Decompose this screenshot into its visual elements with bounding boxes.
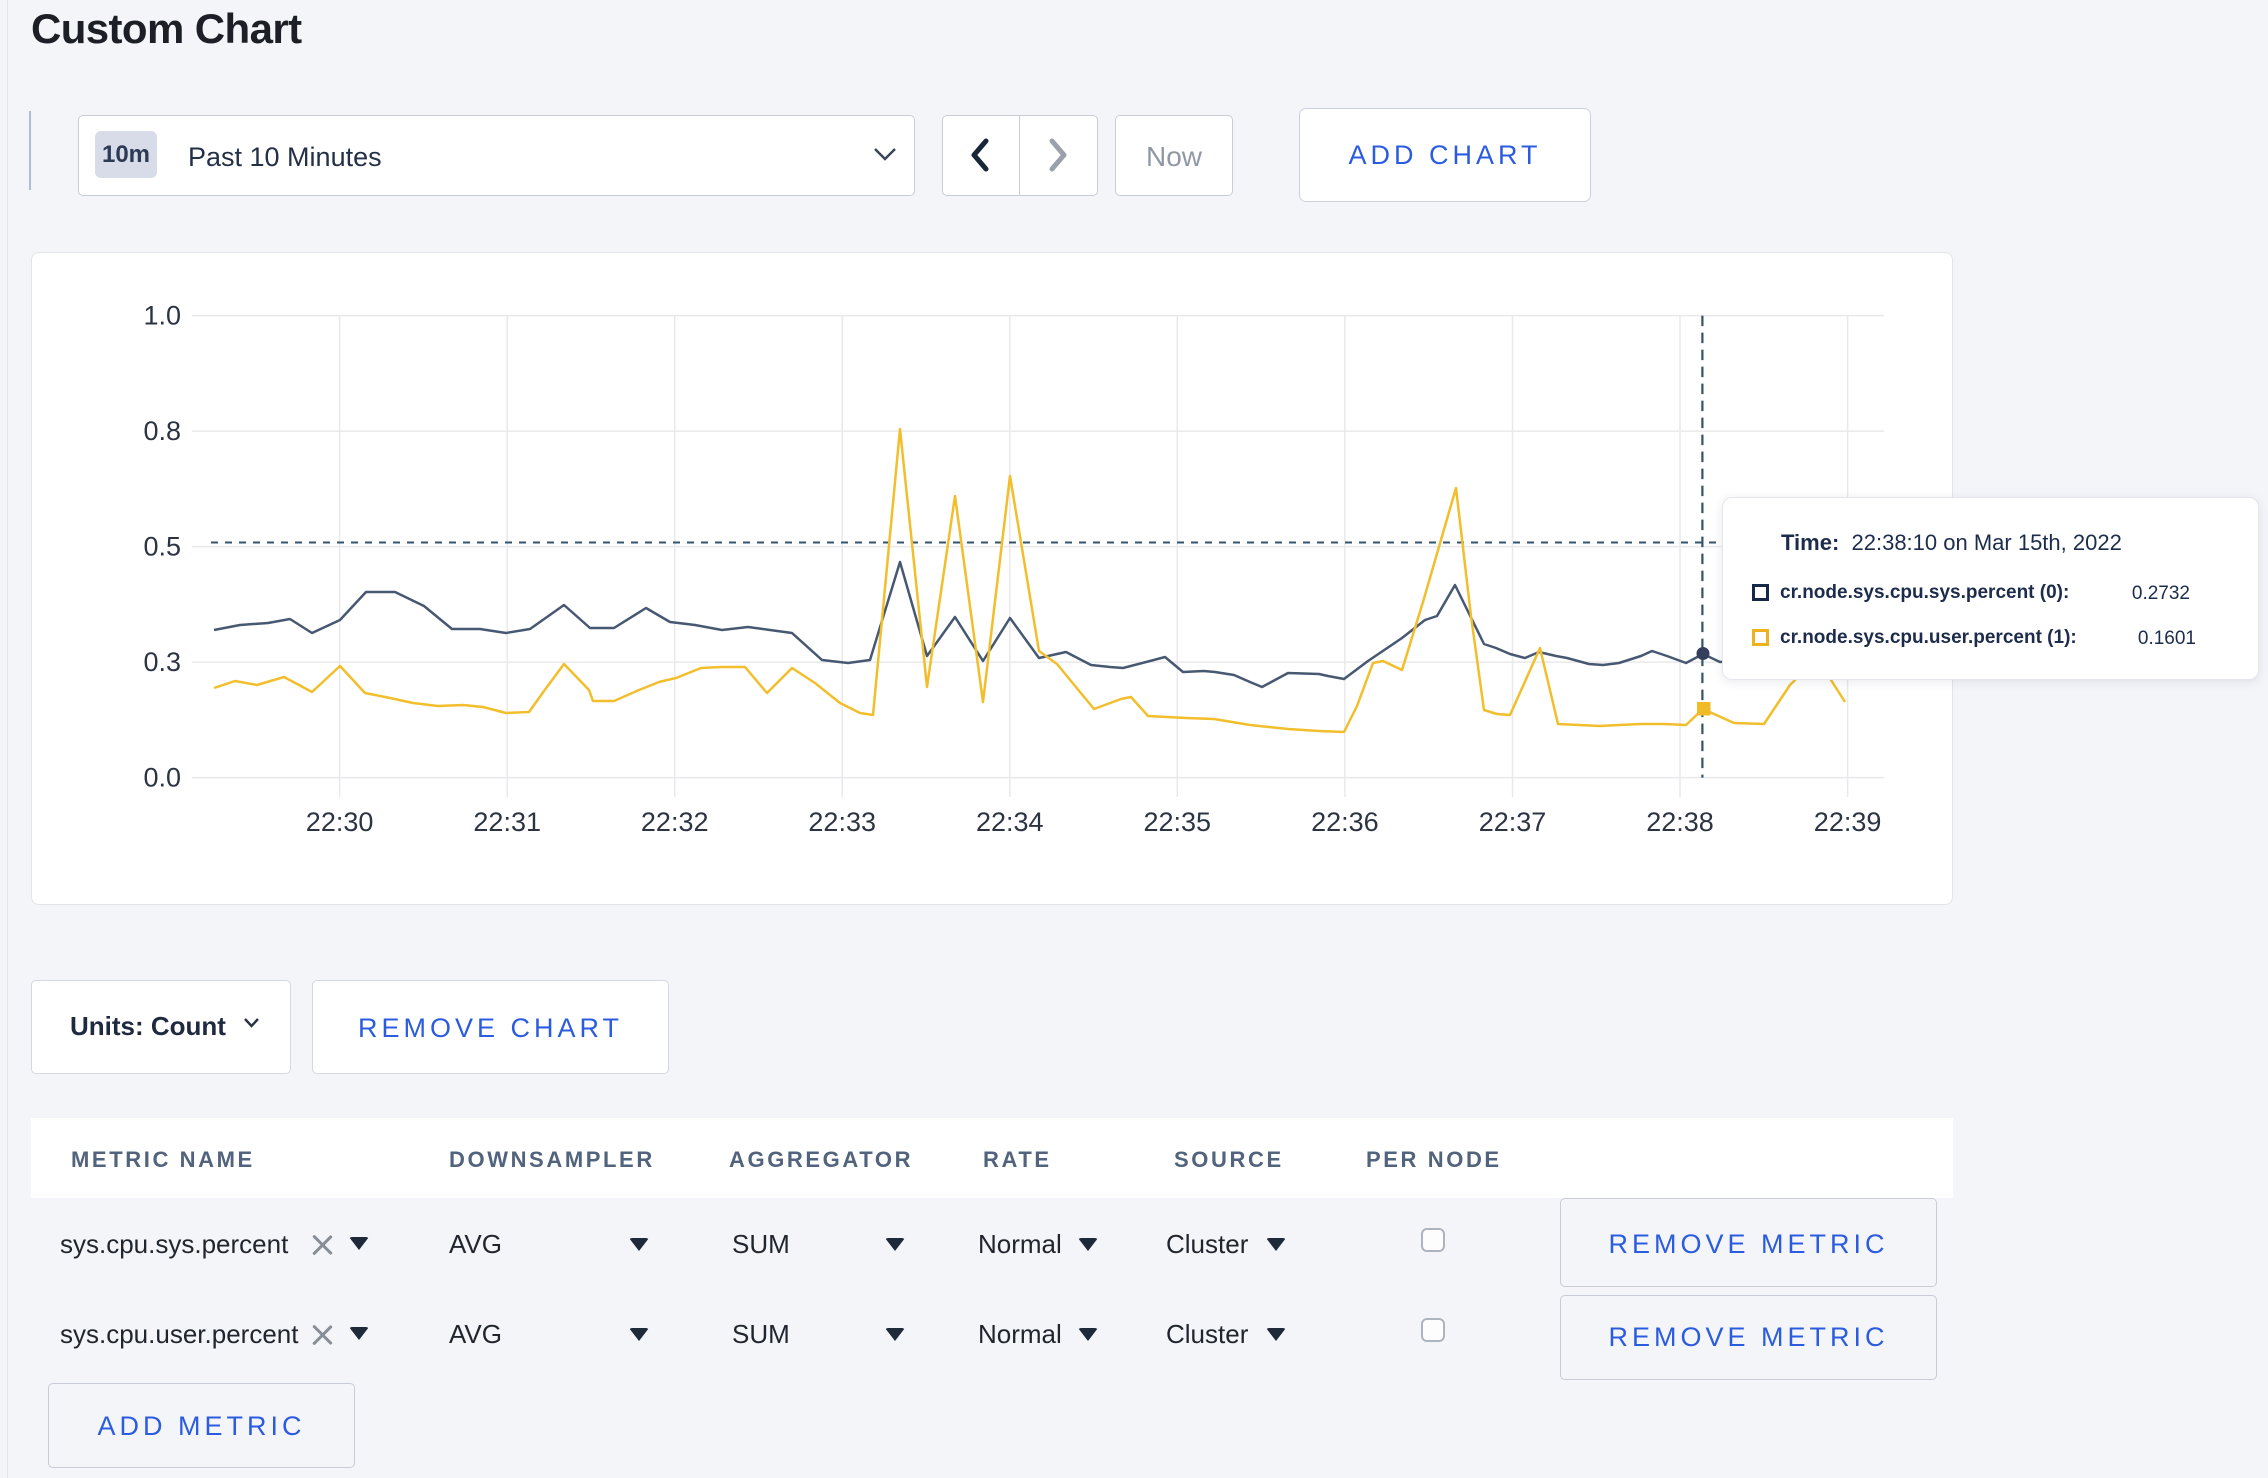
svg-text:22:36: 22:36	[1311, 807, 1379, 837]
svg-text:0.3: 0.3	[143, 647, 181, 677]
svg-text:0.5: 0.5	[143, 532, 181, 562]
svg-text:22:37: 22:37	[1479, 807, 1547, 837]
svg-text:0.0: 0.0	[143, 763, 181, 793]
svg-text:22:39: 22:39	[1814, 807, 1882, 837]
svg-text:22:35: 22:35	[1144, 807, 1212, 837]
svg-text:22:38: 22:38	[1646, 807, 1714, 837]
svg-text:22:30: 22:30	[306, 807, 374, 837]
svg-text:22:32: 22:32	[641, 807, 709, 837]
svg-text:22:31: 22:31	[473, 807, 541, 837]
svg-text:22:34: 22:34	[976, 807, 1044, 837]
svg-text:0.8: 0.8	[143, 416, 181, 446]
svg-text:22:33: 22:33	[808, 807, 876, 837]
svg-text:1.0: 1.0	[143, 301, 181, 331]
